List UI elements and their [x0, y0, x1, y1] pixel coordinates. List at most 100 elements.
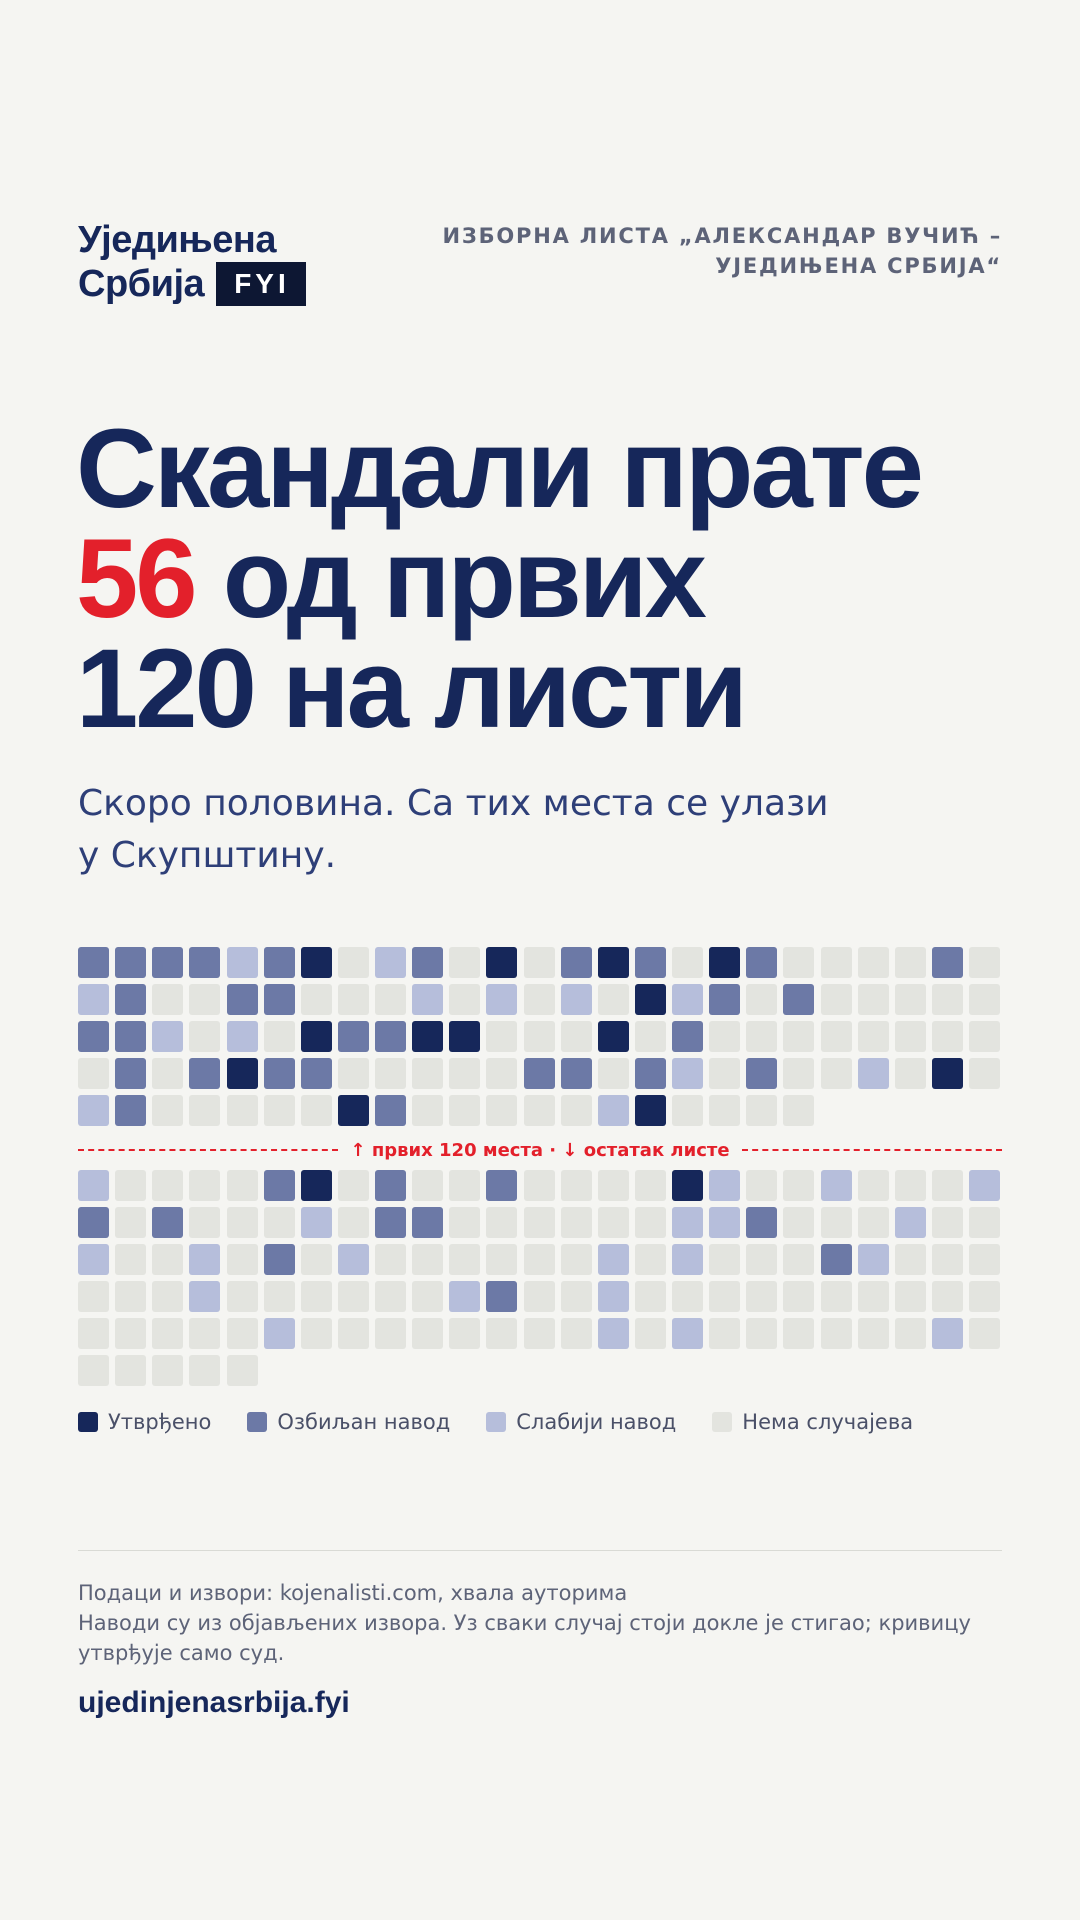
grid-cell: [709, 1170, 741, 1201]
grid-cell: [375, 984, 406, 1015]
grid-cell: [486, 1095, 518, 1126]
grid-cell: [300, 1207, 332, 1238]
grid-cell: [931, 1281, 963, 1312]
grid-cell: [969, 1244, 1000, 1275]
legend-label-weaker: Слабији навод: [516, 1410, 677, 1434]
grid-cell: [857, 1170, 889, 1201]
grid-cell: [189, 1318, 221, 1349]
logo-line-2: Србија FYI: [78, 262, 306, 306]
grid-cell: [746, 947, 778, 978]
grid-cell: [597, 1281, 629, 1312]
grid-cell: [560, 984, 592, 1015]
grid-cell: [300, 1170, 332, 1201]
legend: Утврђено Озбиљан навод Слабији навод Нем…: [78, 1410, 949, 1434]
grid-cell: [560, 1281, 592, 1312]
grid-cell: [189, 1058, 221, 1089]
grid-cell: [300, 1318, 332, 1349]
divider-label: ↑ првих 120 места · ↓ остатак листе: [350, 1139, 730, 1161]
grid-cell: [449, 984, 481, 1015]
grid-cell: [672, 1281, 703, 1312]
grid-cell: [523, 1021, 555, 1052]
grid-cell: [486, 1318, 518, 1349]
grid-cell: [523, 1207, 555, 1238]
grid-cell: [820, 1318, 852, 1349]
grid-cell: [894, 1170, 926, 1201]
grid-cell: [263, 1281, 295, 1312]
grid-cell: [78, 1207, 109, 1238]
grid-cell: [189, 1170, 221, 1201]
grid-cell: [857, 1021, 889, 1052]
grid-cell: [931, 1207, 963, 1238]
grid-cell: [597, 1318, 629, 1349]
headline: Скандали прате 56 од првих 120 на листи: [76, 406, 1036, 745]
grid-cell: [115, 1207, 147, 1238]
grid-cell: [597, 1207, 629, 1238]
legend-label-none: Нема случајева: [742, 1410, 914, 1434]
legend-label-serious: Озбиљан навод: [277, 1410, 451, 1434]
grid-cell: [931, 984, 963, 1015]
list-name-line-2: УЈЕДИЊЕНА СРБИЈА“: [715, 254, 1002, 278]
grid-cell: [78, 947, 109, 978]
grid-cell: [263, 1170, 295, 1201]
grid-cell: [634, 984, 666, 1015]
divider-dash-right: [741, 1149, 1003, 1151]
grid-cell: [152, 1281, 184, 1312]
grid-cell: [894, 1021, 926, 1052]
grid-cell: [412, 1281, 444, 1312]
grid-cell: [449, 1095, 481, 1126]
headline-line-1: Скандали прате: [76, 406, 924, 531]
grid-cell: [226, 1355, 258, 1386]
legend-item-confirmed: Утврђено: [78, 1410, 211, 1434]
grid-cell: [152, 1058, 184, 1089]
grid-cell: [78, 1281, 109, 1312]
grid-cell: [337, 1170, 369, 1201]
grid-cell: [894, 1318, 926, 1349]
divider-dash-left: [78, 1149, 339, 1151]
grid-cell: [931, 1318, 963, 1349]
grid-cell: [375, 1281, 406, 1312]
grid-cell: [597, 984, 629, 1015]
grid-cell: [449, 947, 481, 978]
grid-cell: [115, 1170, 147, 1201]
legend-swatch-none: [712, 1412, 733, 1432]
grid-cell: [523, 1318, 555, 1349]
grid-cell: [746, 1170, 778, 1201]
grid-cell: [931, 1021, 963, 1052]
site-link[interactable]: ujedinjenasrbija.fyi: [78, 1686, 350, 1719]
headline-number: 56: [76, 516, 198, 641]
grid-cell: [412, 1021, 444, 1052]
grid-cell: [449, 1058, 481, 1089]
grid-cell: [672, 984, 703, 1015]
grid-cell: [375, 1095, 406, 1126]
grid-cell: [672, 947, 703, 978]
legend-swatch-weaker: [486, 1412, 507, 1432]
grid-cell: [597, 1170, 629, 1201]
electoral-list-name: ИЗБОРНА ЛИСТА „АЛЕКСАНДАР ВУЧИЋ – УЈЕДИЊ…: [442, 221, 1002, 281]
grid-cell: [226, 1095, 258, 1126]
grid-cell: [672, 1207, 703, 1238]
grid-cell: [226, 947, 258, 978]
grid-cell: [486, 1058, 518, 1089]
grid-cell: [969, 1021, 1000, 1052]
grid-cell: [78, 1244, 109, 1275]
grid-cell: [300, 1244, 332, 1275]
legend-item-none: Нема случајева: [712, 1410, 913, 1434]
grid-cell: [78, 1318, 109, 1349]
footer-sources: Подаци и извори: kojenalisti.com, хвала …: [78, 1581, 628, 1605]
grid-cell: [672, 1318, 703, 1349]
grid-cell: [78, 1355, 109, 1386]
grid-cell: [449, 1281, 481, 1312]
logo-badge-fyi: FYI: [216, 262, 306, 306]
grid-cell: [523, 947, 555, 978]
legend-item-serious: Озбиљан навод: [247, 1410, 450, 1434]
grid-cell: [783, 1058, 815, 1089]
grid-cell: [709, 984, 741, 1015]
grid-cell: [634, 1058, 666, 1089]
grid-cell: [709, 1318, 741, 1349]
grid-cell: [857, 1058, 889, 1089]
grid-cell: [709, 1281, 741, 1312]
grid-cell: [226, 1021, 258, 1052]
grid-cell: [746, 1021, 778, 1052]
grid-cell: [857, 1281, 889, 1312]
grid-cell: [375, 1058, 406, 1089]
